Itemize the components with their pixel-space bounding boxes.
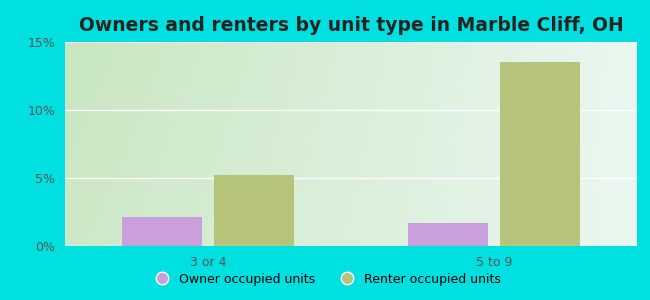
Bar [214,175,294,246]
Bar [500,62,580,246]
Bar [122,218,202,246]
Legend: Owner occupied units, Renter occupied units: Owner occupied units, Renter occupied un… [144,268,506,291]
Title: Owners and renters by unit type in Marble Cliff, OH: Owners and renters by unit type in Marbl… [79,16,623,35]
Bar [408,223,488,246]
